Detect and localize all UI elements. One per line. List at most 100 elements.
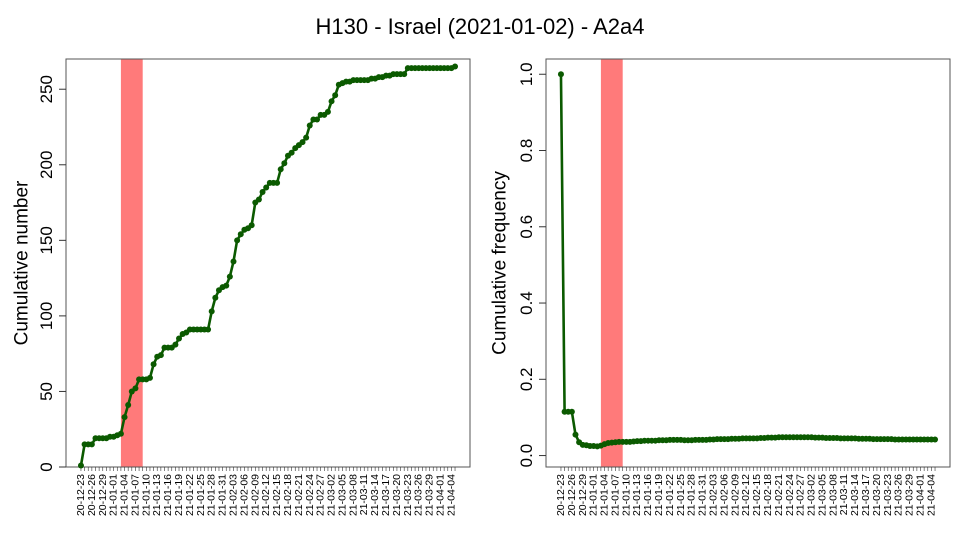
x-tick-label: 21-01-10 [140, 474, 152, 516]
x-tick-label: 21-02-24 [784, 474, 796, 516]
x-tick-label: 21-02-27 [315, 474, 327, 516]
data-point [212, 294, 219, 301]
y-axis-label: Cumulative frequency [490, 171, 511, 355]
x-tick-label: 21-02-09 [249, 474, 261, 516]
data-point [277, 166, 284, 173]
x-tick-label: 21-04-04 [925, 474, 937, 516]
x-tick-label: 20-12-29 [577, 474, 589, 516]
data-point [401, 71, 408, 78]
x-tick-label: 21-02-03 [227, 474, 239, 516]
x-tick-label: 21-02-27 [795, 474, 807, 516]
x-tick-label: 21-02-21 [293, 474, 305, 516]
x-tick-label: 21-02-24 [304, 474, 316, 516]
data-point [299, 139, 306, 146]
x-tick-label: 21-03-26 [893, 474, 905, 516]
highlight-band [600, 59, 623, 467]
y-tick-label: 50 [37, 382, 56, 401]
x-tick-label: 21-01-13 [151, 474, 163, 516]
data-point [332, 92, 339, 99]
x-tick-label: 21-01-04 [599, 474, 611, 516]
x-tick-label: 21-04-01 [435, 474, 447, 516]
data-point [572, 431, 579, 438]
data-point [146, 374, 153, 381]
x-tick-label: 21-03-29 [424, 474, 436, 516]
x-tick-label: 21-03-17 [860, 474, 872, 516]
data-point [234, 237, 241, 244]
data-point [237, 231, 244, 238]
x-tick-label: 21-02-15 [751, 474, 763, 516]
data-point [125, 402, 132, 409]
x-tick-label: 21-02-09 [729, 474, 741, 516]
data-point [259, 188, 266, 195]
data-point [248, 222, 255, 229]
x-tick-label: 21-01-19 [173, 474, 185, 516]
data-point [226, 273, 233, 280]
x-tick-label: 21-01-07 [129, 474, 141, 516]
x-tick-label: 20-12-26 [86, 474, 98, 516]
x-tick-label: 21-03-05 [336, 474, 348, 516]
data-point [176, 335, 183, 342]
x-tick-label: 21-01-01 [108, 474, 120, 516]
y-tick-label: 200 [37, 151, 56, 179]
x-tick-label: 21-01-28 [686, 474, 698, 516]
data-point [132, 385, 139, 392]
highlight-band [120, 59, 143, 467]
y-tick-label: 0.4 [517, 291, 536, 315]
x-tick-label: 21-03-23 [402, 474, 414, 516]
y-tick-label: 0 [37, 462, 56, 471]
x-tick-label: 21-02-15 [271, 474, 283, 516]
data-point [230, 258, 237, 265]
x-tick-label: 21-01-07 [609, 474, 621, 516]
x-tick-label: 21-04-04 [445, 474, 457, 516]
x-tick-label: 21-01-10 [620, 474, 632, 516]
x-tick-label: 21-03-17 [380, 474, 392, 516]
x-tick-label: 21-03-08 [827, 474, 839, 516]
x-tick-label: 21-03-14 [369, 474, 381, 516]
x-tick-label: 21-01-13 [631, 474, 643, 516]
x-tick-label: 20-12-23 [75, 474, 87, 516]
data-point [303, 134, 310, 141]
x-tick-label: 21-03-14 [849, 474, 861, 516]
left-panel: 0 50 100 150 200 250 Cumulative number 20-12-23… [12, 58, 471, 516]
x-tick-label: 21-02-06 [718, 474, 730, 516]
data-point [568, 408, 575, 415]
x-tick-label: 21-03-02 [326, 474, 338, 516]
y-tick-label: 150 [37, 226, 56, 254]
x-tick-label: 21-02-12 [740, 474, 752, 516]
data-point [172, 341, 179, 348]
y-tick-label: 0.8 [517, 139, 536, 163]
x-tick-label: 21-01-04 [119, 474, 131, 516]
y-tick-label: 250 [37, 75, 56, 103]
data-point [208, 308, 215, 315]
x-tick-label: 21-02-18 [282, 474, 294, 516]
x-tick-label: 21-01-01 [588, 474, 600, 516]
x-tick-label: 21-02-21 [773, 474, 785, 516]
x-tick-label: 21-03-05 [816, 474, 828, 516]
data-point [557, 71, 564, 78]
x-tick-label: 21-03-20 [871, 474, 883, 516]
x-tick-label: 21-03-02 [806, 474, 818, 516]
x-tick-label: 21-03-08 [347, 474, 359, 516]
x-tick-label: 21-03-29 [904, 474, 916, 516]
x-tick-label: 21-02-03 [707, 474, 719, 516]
x-tick-label: 21-01-22 [664, 474, 676, 516]
x-tick-label: 21-01-22 [184, 474, 196, 516]
data-point [932, 436, 939, 443]
x-tick-label: 21-02-18 [762, 474, 774, 516]
data-point [157, 352, 164, 359]
y-tick-label: 0.0 [517, 444, 536, 468]
right-panel: 0.0 0.2 0.4 0.6 0.8 1.0 Cumulative frequency 20… [490, 58, 951, 516]
data-point [121, 414, 128, 421]
y-axis-label: Cumulative number [12, 180, 33, 345]
x-tick-label: 21-01-16 [642, 474, 654, 516]
x-tick-label: 21-03-26 [413, 474, 425, 516]
y-tick-label: 1.0 [517, 62, 536, 86]
x-tick-label: 21-02-06 [238, 474, 250, 516]
y-tick-label: 0.6 [517, 215, 536, 239]
data-point [255, 196, 262, 203]
data-point [281, 160, 288, 167]
data-point [314, 116, 321, 123]
data-point [288, 149, 295, 156]
data-point [223, 282, 230, 289]
